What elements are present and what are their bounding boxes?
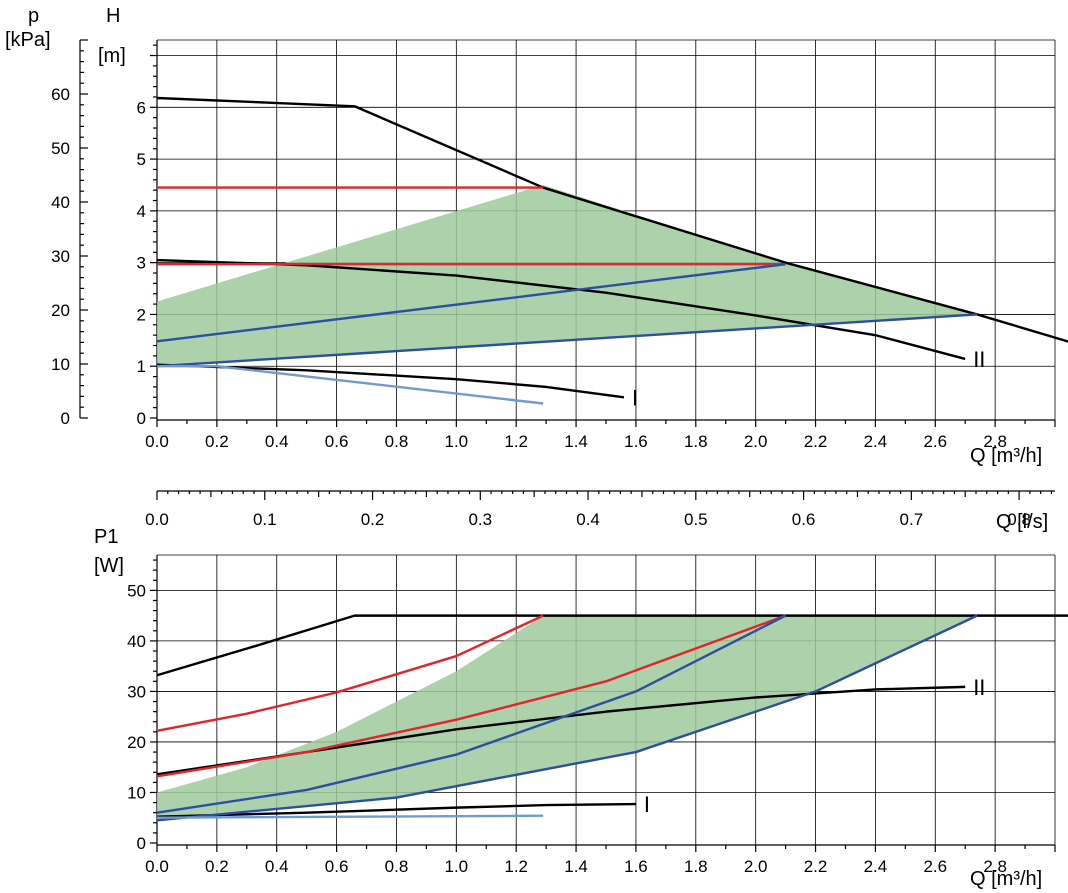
flow-ls-tick-label: 0.6 — [792, 510, 816, 529]
flow-ls-axis-label: Q [l/s] — [996, 511, 1048, 533]
head-operating-area — [157, 184, 978, 367]
power-x-tick-label: 1.4 — [564, 857, 588, 876]
head-x-tick-label: 0.2 — [205, 432, 229, 451]
head-panel: 0.0 0.2 0.4 0.6 0.8 1.0 1.2 1.4 1.6 1.8 2.0 2.2 2.4 2… — [51, 39, 1068, 451]
head-x-tick-label: 1.0 — [445, 432, 469, 451]
power-y-tick-label: 20 — [127, 733, 146, 752]
power-panel: 0.0 0.2 0.4 0.6 0.8 1.0 1.2 1.4 1.6 1.8 2.0 2.2 2.4 2… — [127, 554, 1068, 876]
head-axis-symbol: H — [106, 5, 120, 27]
head-y-tick-label: 3 — [137, 254, 146, 273]
flow-ls-tick-label: 0.0 — [145, 510, 169, 529]
head-x-tick-label: 0.6 — [325, 432, 349, 451]
power-x-tick-label: 2.0 — [744, 857, 768, 876]
power-x-tick-label: 0.8 — [385, 857, 409, 876]
pressure-tick-label: 30 — [51, 247, 70, 266]
power-x-tick-label: 0.2 — [205, 857, 229, 876]
flow-ls-tick-label: 0.7 — [900, 510, 924, 529]
power-y-tick-label: 0 — [137, 834, 146, 853]
power-x-tick-label: 0.6 — [325, 857, 349, 876]
power-x-tick-label: 1.2 — [504, 857, 528, 876]
pressure-tick-label: 40 — [51, 193, 70, 212]
power-curve-red-4 — [156, 614, 787, 778]
power-curve-blue-6 — [156, 614, 978, 822]
head-x-tick-label: 0.4 — [265, 432, 289, 451]
head-y-tick-label: 1 — [137, 357, 146, 376]
power-axis-unit: [W] — [94, 555, 124, 577]
power-x-tick-label: 1.8 — [684, 857, 708, 876]
head-curve-black-III — [156, 96, 1068, 343]
power-curve-label-II: II — [973, 675, 985, 700]
flow-ls-tick-label: 0.5 — [684, 510, 708, 529]
head-x-tick-label: 1.6 — [624, 432, 648, 451]
pressure-axis-symbol: p — [28, 5, 39, 27]
head-curve-black-I — [156, 363, 625, 399]
pressure-tick-label: 10 — [51, 355, 70, 374]
head-x-tick-label: 1.2 — [504, 432, 528, 451]
head-curve-blue-6 — [156, 313, 978, 368]
power-y-tick-label: 50 — [127, 581, 146, 600]
power-axis-symbol: P1 — [94, 526, 118, 548]
head-x-tick-label: 2.0 — [744, 432, 768, 451]
power-curve-label-I: I — [644, 792, 650, 817]
head-x-tick-label: 1.8 — [684, 432, 708, 451]
pressure-axis-unit: [kPa] — [5, 29, 51, 51]
power-curve-black-I — [156, 802, 636, 818]
power-y-tick-label: 40 — [127, 632, 146, 651]
pressure-tick-label: 20 — [51, 301, 70, 320]
power-x-tick-label: 1.0 — [445, 857, 469, 876]
head-y-tick-label: 4 — [137, 202, 146, 221]
head-y-tick-label: 2 — [137, 305, 146, 324]
head-curve-label-II: II — [973, 347, 985, 372]
flow-ls-axis: 0.0 0.1 0.2 0.3 0.4 0.5 0.6 0.7 0.8 — [145, 490, 1055, 529]
pressure-tick-label: 50 — [51, 139, 70, 158]
power-y-tick-label: 10 — [127, 783, 146, 802]
power-x-axis-label: Q [m³/h] — [970, 868, 1042, 890]
power-x-tick-label: 2.4 — [864, 857, 888, 876]
power-y-tick-label: 30 — [127, 682, 146, 701]
head-x-tick-label: 1.4 — [564, 432, 588, 451]
power-x-tick-label: 2.8 — [983, 857, 1007, 876]
power-operating-area — [157, 615, 978, 821]
flow-ls-tick-label: 0.2 — [361, 510, 385, 529]
head-x-tick-label: 2.6 — [923, 432, 947, 451]
power-x-tick-label: 0.0 — [145, 857, 169, 876]
head-curve-label-I: I — [632, 385, 638, 410]
pressure-tick-label: 0 — [61, 409, 70, 428]
flow-ls-tick-label: 0.4 — [576, 510, 600, 529]
head-x-tick-label: 0.8 — [385, 432, 409, 451]
flow-ls-tick-label: 0.1 — [253, 510, 277, 529]
pressure-tick-label: 60 — [51, 85, 70, 104]
flow-ls-tick-label: 0.8 — [1007, 510, 1031, 529]
head-curve-light_blue-7 — [157, 365, 544, 405]
power-x-tick-label: 2.2 — [804, 857, 828, 876]
head-y-tick-label: 5 — [137, 150, 146, 169]
power-curve-light_blue-7 — [156, 814, 544, 819]
power-x-tick-label: 0.4 — [265, 857, 289, 876]
head-x-tick-label: 2.2 — [804, 432, 828, 451]
head-curve-blue-5 — [156, 263, 786, 343]
head-x-tick-label: 2.8 — [983, 432, 1007, 451]
head-y-tick-label: 6 — [137, 98, 146, 117]
head-x-tick-label: 0.0 — [145, 432, 169, 451]
power-curve-black-III — [156, 614, 1068, 677]
power-x-tick-label: 2.6 — [923, 857, 947, 876]
head-y-tick-label: 0 — [137, 409, 146, 428]
head-x-tick-label: 2.4 — [864, 432, 888, 451]
head-x-axis-label: Q [m³/h] — [970, 445, 1042, 467]
head-axis-unit: [m] — [98, 45, 126, 67]
power-curve-blue-5 — [156, 614, 787, 814]
power-x-tick-label: 1.6 — [624, 857, 648, 876]
power-curve-red-3 — [156, 614, 544, 733]
flow-ls-tick-label: 0.3 — [468, 510, 492, 529]
